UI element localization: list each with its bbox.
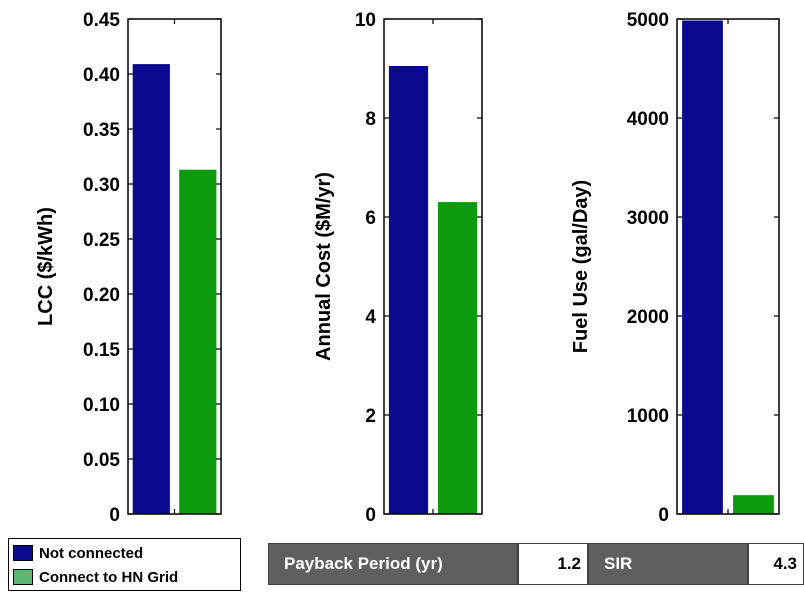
payback-period-value: 1.2 <box>518 543 588 585</box>
y-tick-label: 2000 <box>627 307 669 328</box>
y-tick-label: 0.20 <box>83 285 120 306</box>
y-tick-label: 0.05 <box>83 450 120 471</box>
bar-not-connected <box>388 66 429 514</box>
bar-not-connected <box>132 64 170 514</box>
sir-label: SIR <box>588 543 748 585</box>
legend-item-connect-grid: Connect to HN Grid <box>13 566 178 588</box>
legend-item-not-connected: Not connected <box>13 542 143 564</box>
bar-not-connected <box>682 20 723 514</box>
y-tick-label: 0.35 <box>83 120 120 141</box>
y-tick-label: 1000 <box>627 406 669 427</box>
chart-annual-cost: 0 2 4 6 8 10 Annual Cost ($M/yr) <box>313 10 483 526</box>
y-axis-label: Fuel Use (gal/Day) <box>570 180 592 353</box>
legend: Not connected Connect to HN Grid <box>8 538 241 591</box>
bar-connect-grid <box>733 495 774 514</box>
y-tick-label: 0.45 <box>83 10 120 31</box>
y-tick-label: 10 <box>355 10 376 31</box>
y-tick-label: 0 <box>658 505 669 526</box>
y-tick-label: 2 <box>365 406 376 427</box>
legend-label-connect-grid: Connect to HN Grid <box>39 568 179 586</box>
legend-swatch-not-connected <box>13 545 33 561</box>
y-tick-label: 6 <box>365 208 376 229</box>
y-tick-label: 5000 <box>627 10 669 31</box>
y-tick-label: 0.25 <box>83 230 120 251</box>
y-tick-label: 4 <box>365 307 376 328</box>
y-axis-label: LCC ($/kWh) <box>35 207 57 326</box>
chart-lcc: 0 0.05 0.10 0.15 0.20 0.25 0.30 0.35 0.40 0.45 LCC… <box>35 10 222 526</box>
y-tick-label: 4000 <box>627 109 669 130</box>
y-tick-label: 0.30 <box>83 175 120 196</box>
payback-period-label: Payback Period (yr) <box>268 543 518 585</box>
y-tick-label: 0 <box>109 505 120 526</box>
y-axis-label: Annual Cost ($M/yr) <box>313 172 335 361</box>
y-tick-label: 8 <box>365 109 376 130</box>
sir-value: 4.3 <box>748 543 804 585</box>
legend-label-not-connected: Not connected <box>39 544 144 562</box>
y-tick-label: 0.15 <box>83 340 120 361</box>
y-tick-label: 0.10 <box>83 395 120 416</box>
bar-connect-grid <box>179 169 217 514</box>
bar-connect-grid <box>437 202 478 514</box>
y-tick-label: 0 <box>365 505 376 526</box>
chart-fuel-use: 0 1000 2000 3000 4000 5000 Fuel Use (gal/Day) <box>570 10 780 526</box>
legend-swatch-connect-grid <box>13 569 33 585</box>
y-tick-label: 3000 <box>627 208 669 229</box>
y-tick-label: 0.40 <box>83 65 120 86</box>
